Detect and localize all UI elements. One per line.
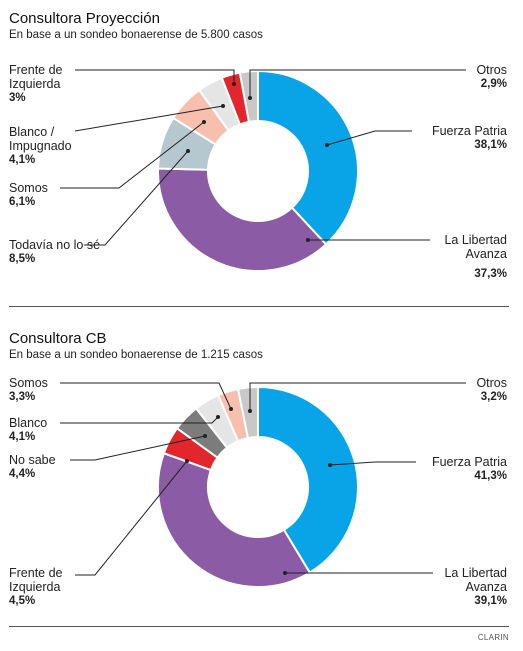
label-blanco-1-value: 4,1% <box>9 154 36 166</box>
label-lla-2-name: La Libertad Avanza <box>444 566 507 594</box>
label-fp-2: Fuerza Patria 41,3% <box>432 455 507 483</box>
divider-2 <box>9 626 509 627</box>
label-otros-2-value: 3,2% <box>480 391 507 403</box>
leader-dot-fp-1 <box>325 143 329 147</box>
label-blanco-2-value: 4,1% <box>9 431 36 443</box>
label-blanco-2-name: Blanco <box>9 416 48 430</box>
slice-fuerza-patria <box>257 385 359 574</box>
label-somos-1-value: 6,1% <box>9 196 36 208</box>
label-blanco-1: Blanco / Impugnado 4,1% <box>9 125 72 167</box>
leader-dot-otros-1 <box>248 96 252 100</box>
slice-la-libertad-avanza <box>157 451 312 588</box>
label-fdi-2: Frente de Izquierda 4,5% <box>9 566 63 608</box>
donut-chart-1 <box>157 69 359 272</box>
label-lla-2-value: 39,1% <box>474 595 507 607</box>
divider-1 <box>9 306 509 307</box>
leader-dot-somos-2 <box>229 407 233 411</box>
label-otros-1-value: 2,9% <box>480 78 507 90</box>
label-fp-2-value: 41,3% <box>474 470 507 482</box>
label-otros-2: Otros 3,2% <box>476 376 507 404</box>
label-fp-1-value: 38,1% <box>474 139 507 151</box>
leader-dot-lla-2 <box>283 571 287 575</box>
slice-la-libertad-avanza <box>157 167 328 272</box>
leader-fp-2 <box>329 461 416 466</box>
label-otros-1: Otros 2,9% <box>476 63 507 91</box>
donut-chart-2 <box>157 385 359 588</box>
label-fp-1: Fuerza Patria 38,1% <box>432 124 507 152</box>
leader-dot-nosabe-2 <box>203 434 207 438</box>
leader-dot-fp-2 <box>328 463 332 467</box>
label-somos-2-value: 3,3% <box>9 391 36 403</box>
label-fp-1-name: Fuerza Patria <box>431 124 507 138</box>
leader-blanco-2 <box>60 416 219 424</box>
leader-dot-otros-2 <box>248 409 252 413</box>
leader-fdi-1 <box>75 69 235 84</box>
label-somos-2-name: Somos <box>9 376 48 390</box>
label-blanco-2: Blanco 4,1% <box>9 416 47 444</box>
chart2-subtitle: En base a un sondeo bonaerense de 1.215 … <box>9 349 263 361</box>
label-tnls-1-name: Todavía no lo sé <box>9 238 101 252</box>
label-somos-2: Somos 3,3% <box>9 376 48 404</box>
leader-dot-somos-1 <box>202 120 206 124</box>
leader-dot-blanco-2 <box>216 415 220 419</box>
leader-fp-1 <box>326 130 412 146</box>
label-somos-1-name: Somos <box>9 181 48 195</box>
label-fdi-2-name: Frente de Izquierda <box>9 566 63 594</box>
leader-dot-tnls-1 <box>186 149 190 153</box>
label-fdi-1-name: Frente de Izquierda <box>9 63 63 91</box>
chart1-subtitle: En base a un sondeo bonaerense de 5.800 … <box>9 29 263 41</box>
leader-dot-lla-1 <box>306 238 310 242</box>
leader-somos-2 <box>60 382 232 410</box>
label-lla-1: La Libertad Avanza 37,3% <box>444 233 507 281</box>
label-lla-1-name: La Libertad Avanza <box>444 233 507 261</box>
label-fdi-1: Frente de Izquierda 3% <box>9 63 63 105</box>
slice-fuerza-patria <box>257 69 359 246</box>
chart2-title: Consultora CB <box>9 330 107 347</box>
credit-label: CLARIN <box>477 633 509 642</box>
leader-otros-1 <box>249 69 466 98</box>
leader-blanco-1 <box>74 105 224 132</box>
label-fdi-1-value: 3% <box>9 92 26 104</box>
leader-tnls-1 <box>84 150 189 246</box>
slice-otros <box>236 385 259 440</box>
label-blanco-1-name: Blanco / Impugnado <box>9 125 72 153</box>
leader-dot-fdi-2 <box>185 459 189 463</box>
label-tnls-1-value: 8,5% <box>9 253 36 265</box>
label-nosabe-2: No sabe 4,4% <box>9 453 56 481</box>
leader-somos-1 <box>60 121 205 189</box>
leader-lines <box>60 69 466 576</box>
label-lla-1-value: 37,3% <box>474 268 507 280</box>
label-somos-1: Somos 6,1% <box>9 181 48 209</box>
label-otros-2-name: Otros <box>476 376 507 390</box>
leader-fdi-2 <box>75 460 188 576</box>
leader-dot-fdi-1 <box>232 82 236 86</box>
leader-nosabe-2 <box>70 435 206 461</box>
label-tnls-1: Todavía no lo sé 8,5% <box>9 238 100 266</box>
label-fp-2-name: Fuerza Patria <box>431 455 507 469</box>
label-lla-2: La Libertad Avanza 39,1% <box>444 566 507 608</box>
label-otros-1-name: Otros <box>476 63 507 77</box>
label-nosabe-2-value: 4,4% <box>9 468 36 480</box>
leader-otros-2 <box>249 382 466 411</box>
label-fdi-2-value: 4,5% <box>9 595 36 607</box>
chart1-title: Consultora Proyección <box>9 10 160 27</box>
leader-dot-blanco-1 <box>221 104 225 108</box>
label-nosabe-2-name: No sabe <box>9 453 56 467</box>
